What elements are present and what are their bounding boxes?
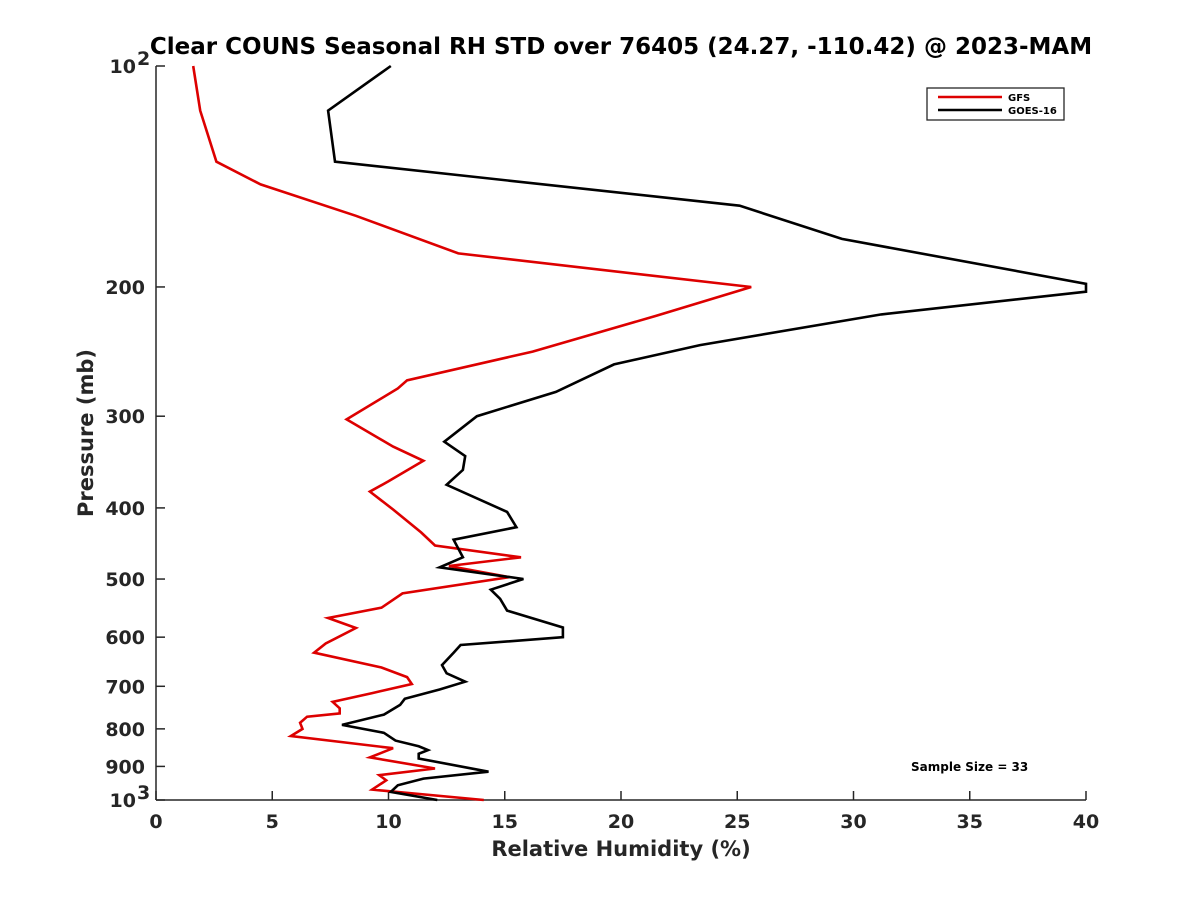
sample-size-annotation: Sample Size = 33 xyxy=(911,760,1028,774)
y-tick-exponent: 2 xyxy=(137,48,150,70)
y-axis-label: Pressure (mb) xyxy=(74,349,98,517)
y-tick-label: 800 xyxy=(105,719,145,741)
x-tick-label: 30 xyxy=(840,811,866,833)
y-tick-label: 900 xyxy=(105,756,145,778)
series-line-goes16 xyxy=(326,64,1088,802)
x-tick-label: 5 xyxy=(266,811,279,833)
y-tick-label: 10 xyxy=(110,56,136,78)
legend-box xyxy=(926,87,1065,121)
y-tick-label: 300 xyxy=(105,406,145,428)
legend: GFS GOES-16 xyxy=(926,87,1065,121)
y-tick-label: 10 xyxy=(110,790,136,812)
series-lines xyxy=(191,64,1088,802)
x-tick-label: 40 xyxy=(1073,811,1099,833)
y-tick-label: 200 xyxy=(105,277,145,299)
y-tick-exponent: 3 xyxy=(137,782,150,804)
y-tick-label: 700 xyxy=(105,676,145,698)
chart-title: Clear COUNS Seasonal RH STD over 76405 (… xyxy=(150,34,1092,60)
y-tick-label: 500 xyxy=(105,569,145,591)
x-tick-label: 0 xyxy=(149,811,162,833)
x-tick-label: 20 xyxy=(608,811,634,833)
legend-label-gfs: GFS xyxy=(1008,93,1030,104)
x-axis-label: Relative Humidity (%) xyxy=(491,837,750,861)
series-line-gfs xyxy=(191,65,752,802)
x-tick-label: 10 xyxy=(375,811,401,833)
x-ticks: 0 5 10 15 20 25 30 35 40 xyxy=(149,791,1099,833)
y-tick-label: 400 xyxy=(105,498,145,520)
x-tick-label: 15 xyxy=(492,811,518,833)
x-tick-label: 35 xyxy=(957,811,983,833)
y-tick-label: 600 xyxy=(105,627,145,649)
x-tick-label: 25 xyxy=(724,811,750,833)
legend-label-goes16: GOES-16 xyxy=(1008,106,1057,117)
